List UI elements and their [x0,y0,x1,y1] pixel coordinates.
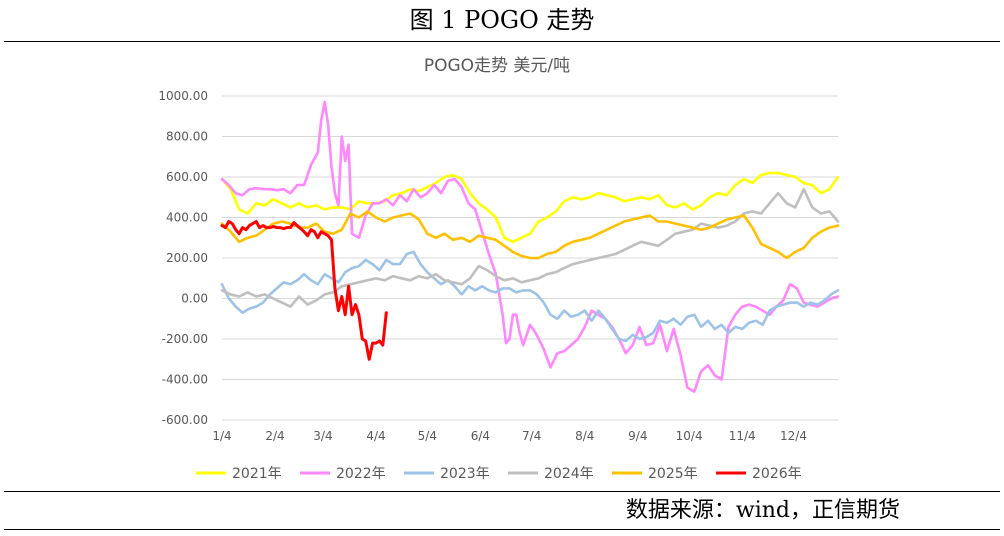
x-tick-label: 7/4 [522,429,541,443]
legend-label: 2025年 [648,466,698,482]
y-axis: 1000.00 800.00 600.00 400.00 200.00 0.00 -200.… [158,89,208,427]
legend: 2021年 2022年 2023年 2024年 2025年 2026年 [196,466,802,482]
x-tick-label: 12/4 [780,429,807,443]
legend-label: 2022年 [336,466,386,482]
x-tick-label: 9/4 [628,429,647,443]
x-tick-label: 8/4 [575,429,594,443]
legend-label: 2023年 [440,466,490,482]
y-tick-label: -600.00 [162,413,208,427]
legend-label: 2021年 [232,466,282,482]
y-tick-label: 400.00 [166,211,208,225]
legend-label: 2026年 [752,466,802,482]
bottom-rule-upper [4,491,1000,492]
y-tick-label: -400.00 [162,373,208,387]
y-tick-label: 1000.00 [158,89,208,103]
y-tick-label: 0.00 [181,292,208,306]
x-axis: 1/4 2/4 3/4 4/4 5/4 6/4 7/4 8/4 9/4 10/4 11/4 12/4 [212,429,807,443]
x-tick-label: 4/4 [366,429,385,443]
legend-label: 2024年 [544,466,594,482]
y-tick-label: 600.00 [166,170,208,184]
y-tick-label: 800.00 [166,130,208,144]
x-tick-label: 5/4 [418,429,437,443]
bottom-rule-lower [4,529,1000,530]
pogo-line-chart: POGO走势 美元/吨 1000.00 800.00 600.00 400.00 200… [158,56,840,482]
series-lines [220,100,840,393]
chart-title: POGO走势 美元/吨 [424,56,570,76]
source-note: 数据来源：wind，正信期货 [625,498,900,523]
x-tick-label: 10/4 [676,429,703,443]
series-line-2021年 [220,171,840,244]
figure-title: 图 1 POGO 走势 [409,6,595,34]
series-line-2025年 [220,210,840,260]
x-tick-label: 6/4 [471,429,490,443]
top-rule [4,41,1000,42]
series-line-2024年 [220,187,840,308]
x-tick-label: 2/4 [265,429,284,443]
series-line-2026年 [220,220,388,361]
y-tick-label: 200.00 [166,251,208,265]
series-line-2023年 [220,250,840,343]
x-tick-label: 3/4 [313,429,332,443]
series-line-2022年 [220,100,840,393]
y-tick-label: -200.00 [162,332,208,346]
x-tick-label: 1/4 [212,429,231,443]
x-tick-label: 11/4 [729,429,756,443]
